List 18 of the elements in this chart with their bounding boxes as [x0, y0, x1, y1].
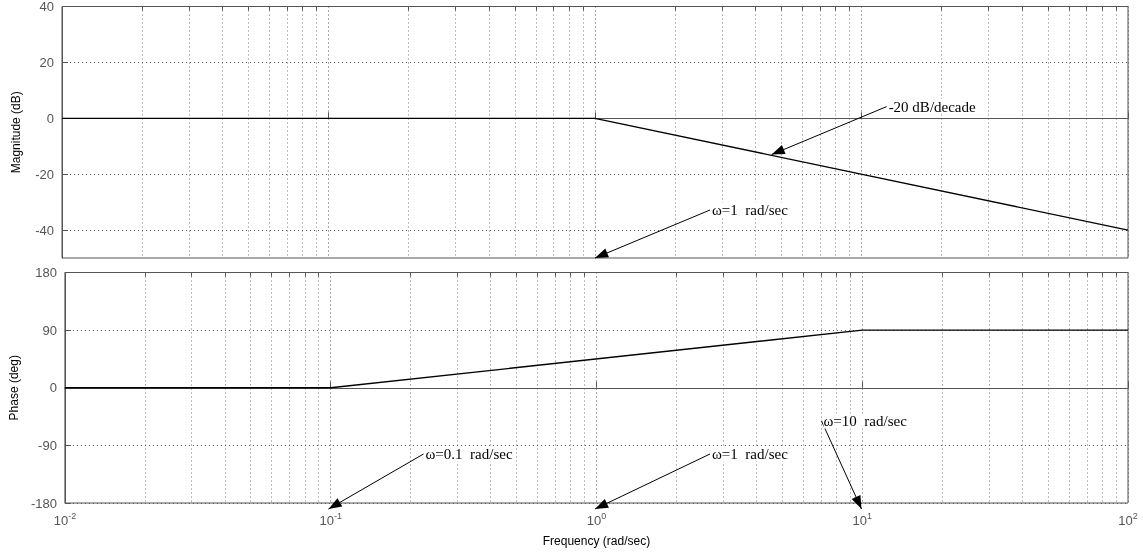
- x-axis-title: Frequency (rad/sec): [542, 534, 651, 548]
- y-tick-label: 40: [39, 0, 54, 14]
- y-tick-label: -90: [38, 437, 57, 453]
- annotation: ω=1 rad/sec: [712, 202, 789, 218]
- y-tick-label: 180: [35, 265, 57, 280]
- y-tick-label: 0: [49, 380, 57, 396]
- annotation: ω=10 rad/sec: [823, 413, 908, 429]
- annotation: ω=1 rad/sec: [712, 446, 789, 462]
- y-tick-label: 20: [39, 54, 54, 70]
- y-axis-title: Magnitude (dB): [9, 91, 23, 174]
- y-axis-title: Phase (deg): [7, 355, 21, 421]
- y-tick-label: 90: [42, 322, 57, 338]
- y-tick-label: -40: [35, 222, 54, 238]
- y-tick-label: -180: [30, 495, 57, 511]
- annotation: -20 dB/decade: [888, 98, 977, 115]
- y-tick-label: 0: [46, 110, 54, 126]
- y-tick-label: -20: [35, 166, 54, 182]
- annotation: ω=0.1 rad/sec: [425, 446, 513, 462]
